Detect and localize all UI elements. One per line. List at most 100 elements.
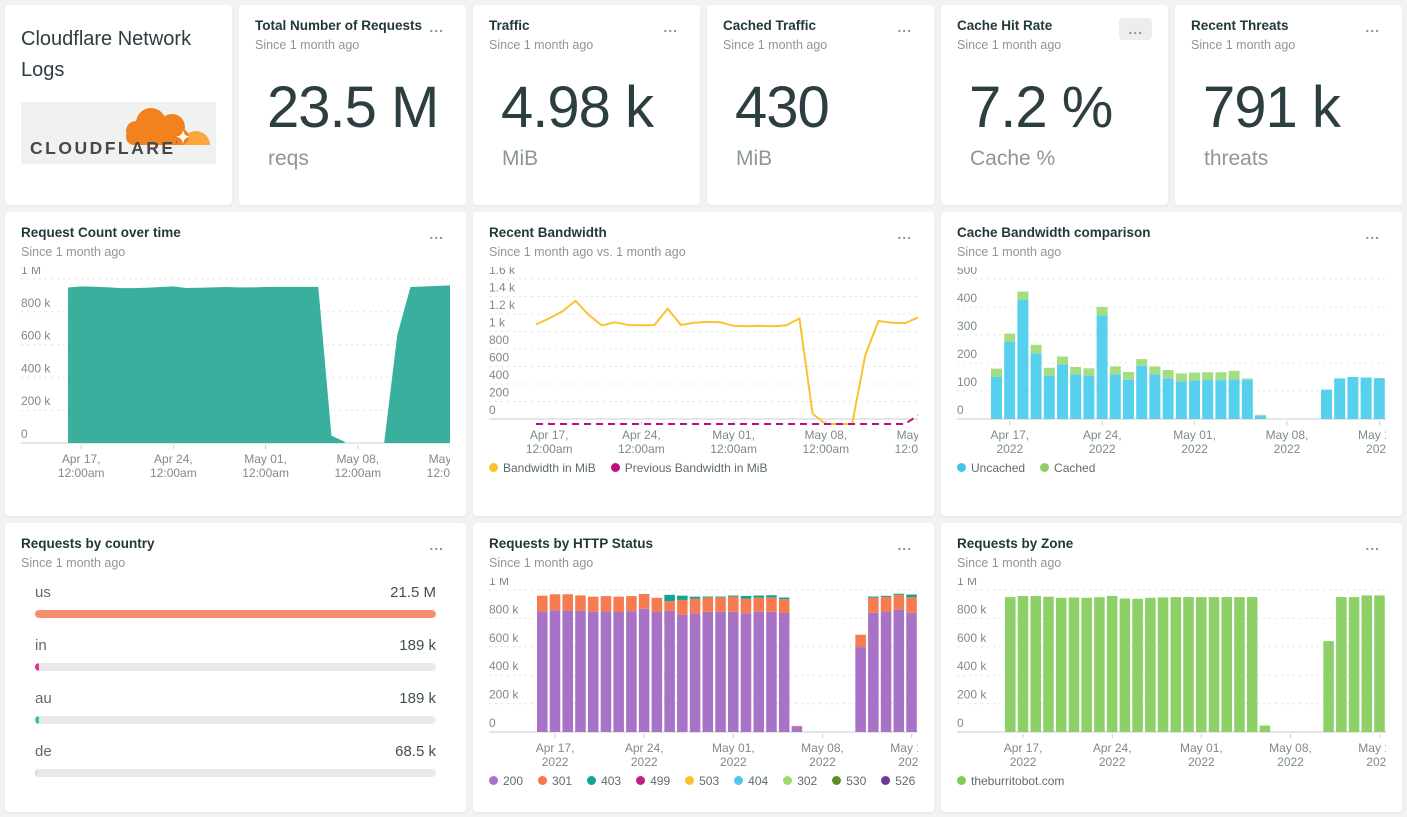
card-menu-button[interactable]: ...: [891, 536, 918, 554]
legend-item[interactable]: 530: [832, 774, 866, 788]
svg-text:May 15,: May 15,: [429, 452, 450, 466]
legend-item[interactable]: Previous Bandwidth in MiB: [610, 461, 767, 475]
svg-text:800 k: 800 k: [957, 602, 987, 616]
country-bar-fill: [35, 715, 40, 724]
svg-text:0: 0: [489, 403, 496, 417]
legend-color-dot: [489, 776, 498, 786]
legend-color-dot: [957, 776, 966, 786]
card-menu-button[interactable]: ...: [423, 536, 450, 554]
card-menu-button[interactable]: ...: [1119, 18, 1152, 40]
legend-label: 526: [895, 773, 916, 788]
stat-card-cache-hit-rate: Cache Hit Rate Since 1 month ago ... 7.2…: [941, 5, 1168, 205]
legend-item[interactable]: 302: [783, 774, 817, 788]
chart-title: Requests by HTTP Status: [489, 536, 654, 551]
svg-text:2022: 2022: [898, 755, 918, 768]
svg-text:2022: 2022: [1274, 442, 1301, 455]
svg-text:2022: 2022: [1366, 442, 1386, 455]
legend-color-dot: [1040, 463, 1050, 473]
svg-text:2022: 2022: [631, 755, 658, 768]
chart-subtitle: Since 1 month ago: [957, 555, 1062, 570]
bandwidth-chart-canvas[interactable]: 0 200 400 600 800 1 k 1.2 k 1.4 k 1.6 k Apr 17, 12…: [489, 267, 918, 455]
legend-item[interactable]: 526: [881, 774, 915, 788]
legend-label: Cached: [1054, 460, 1096, 475]
svg-text:Apr 17,: Apr 17,: [990, 428, 1029, 442]
chart-card-requests-by-country: Requests by country Since 1 month ago ..…: [5, 523, 466, 812]
svg-text:200 k: 200 k: [489, 687, 519, 701]
cache-bandwidth-chart-canvas[interactable]: 0 100 200 300 400 500 Apr 17, 2022 Apr 24, 2022 Ma…: [957, 267, 1386, 455]
svg-text:600 k: 600 k: [21, 328, 51, 342]
svg-text:1 M: 1 M: [489, 578, 509, 588]
grid: 0 200 400 600 800 1 k 1.2 k 1.4 k 1.6 k: [489, 267, 918, 420]
legend-item[interactable]: Cached: [1040, 461, 1095, 475]
svg-text:12:00am: 12:00am: [710, 442, 757, 455]
legend-color-dot: [957, 463, 966, 473]
legend-item[interactable]: 404: [734, 774, 768, 788]
country-label: au: [35, 689, 52, 707]
country-bar-fill: [35, 662, 40, 671]
card-menu-button[interactable]: ...: [657, 18, 684, 36]
country-bar-track: [35, 662, 436, 671]
card-menu-button[interactable]: ...: [423, 225, 450, 243]
svg-text:May 08,: May 08,: [804, 428, 847, 442]
country-value: 189 k: [399, 689, 436, 707]
stat-subtitle: Since 1 month ago: [1191, 37, 1296, 52]
svg-text:200 k: 200 k: [957, 687, 987, 701]
card-menu-button[interactable]: ...: [1359, 536, 1386, 554]
svg-text:2022: 2022: [1010, 755, 1037, 768]
svg-text:1 M: 1 M: [957, 578, 977, 588]
svg-text:12:00am: 12:00am: [242, 466, 289, 479]
svg-text:200: 200: [489, 385, 509, 399]
stat-title: Cache Hit Rate: [957, 18, 1053, 33]
stat-value: 7.2 %: [969, 74, 1113, 140]
legend-item[interactable]: Bandwidth in MiB: [489, 461, 596, 475]
cloudflare-logo: CLOUDFLARE’: [21, 102, 216, 164]
svg-text:May 15,: May 15,: [897, 428, 918, 442]
svg-text:2022: 2022: [996, 442, 1023, 455]
svg-text:Apr 24,: Apr 24,: [622, 428, 661, 442]
svg-text:May 01,: May 01,: [1180, 741, 1223, 755]
card-menu-button[interactable]: ...: [1359, 18, 1386, 36]
legend-color-dot: [587, 776, 597, 786]
svg-text:May 08,: May 08,: [801, 741, 844, 755]
legend-item[interactable]: theburritobot.com: [957, 774, 1064, 788]
svg-text:12:00am: 12:00am: [895, 442, 918, 455]
legend-item[interactable]: 499: [636, 774, 670, 788]
legend-item[interactable]: 403: [587, 774, 621, 788]
country-bar-track: [35, 768, 436, 777]
legend-item[interactable]: 301: [538, 774, 572, 788]
svg-text:400 k: 400 k: [489, 659, 519, 673]
card-menu-button[interactable]: ...: [1359, 225, 1386, 243]
legend-item[interactable]: Uncached: [957, 461, 1025, 475]
svg-text:12:00am: 12:00am: [802, 442, 849, 455]
svg-text:May 15,: May 15,: [890, 741, 918, 755]
legend-label: 499: [650, 773, 671, 788]
country-row-au: au 189 k: [35, 690, 436, 724]
svg-text:600 k: 600 k: [489, 631, 519, 645]
stat-title: Traffic: [489, 18, 530, 33]
series-line: [536, 414, 918, 425]
legend-color-dot: [734, 776, 744, 786]
series-bars: [991, 291, 1385, 419]
legend-label: Bandwidth in MiB: [503, 460, 596, 475]
card-menu-button[interactable]: ...: [423, 18, 450, 36]
legend-item[interactable]: 200: [489, 774, 523, 788]
stat-value: 23.5 M: [267, 74, 439, 140]
country-bar-fill: [35, 768, 37, 777]
country-value: 189 k: [399, 636, 436, 654]
card-menu-button[interactable]: ...: [891, 225, 918, 243]
card-menu-button[interactable]: ...: [891, 18, 918, 36]
svg-text:2022: 2022: [542, 755, 569, 768]
svg-text:800 k: 800 k: [489, 602, 519, 616]
legend-item[interactable]: 503: [685, 774, 719, 788]
series-area: [68, 285, 450, 443]
